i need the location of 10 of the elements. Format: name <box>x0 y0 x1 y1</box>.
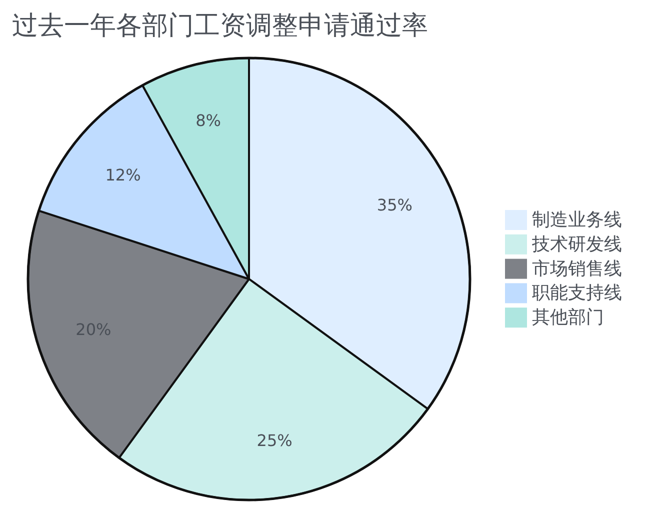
data-label: 35% <box>376 195 412 214</box>
legend-label: 其他部门 <box>532 307 604 328</box>
legend-label: 制造业务线 <box>532 210 622 230</box>
legend-label: 技术研发线 <box>531 234 622 255</box>
data-label: 8% <box>196 111 222 130</box>
legend-label: 市场销售线 <box>532 258 622 280</box>
data-label: 12% <box>105 165 141 184</box>
chart-title: 过去一年各部门工资调整申请通过率 <box>12 11 428 41</box>
legend-label: 职能支持线 <box>532 282 622 304</box>
data-label: 25% <box>256 431 292 450</box>
